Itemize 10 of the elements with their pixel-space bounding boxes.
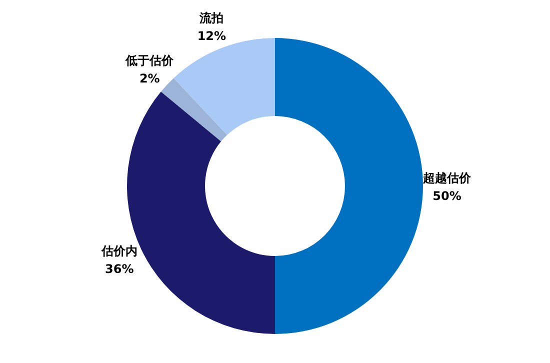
slice-label: 超越估价 xyxy=(422,171,472,185)
slice-label: 低于估价 xyxy=(124,53,175,68)
data-label: 36% xyxy=(105,262,134,276)
donut-slice xyxy=(160,78,228,142)
data-label: 2% xyxy=(139,71,160,86)
slice-label: 流拍 xyxy=(198,11,224,26)
data-label: 50% xyxy=(432,189,462,203)
donut-slice xyxy=(275,38,423,334)
data-label: 12% xyxy=(197,29,226,44)
slice-label: 估价内 xyxy=(100,244,138,258)
